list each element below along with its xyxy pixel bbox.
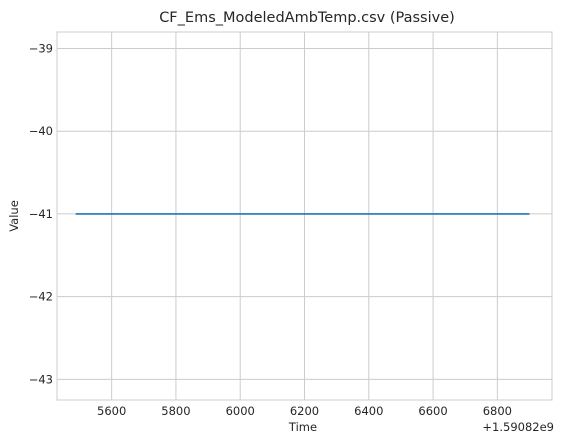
x-axis-label: Time [288, 420, 317, 434]
ticks-layer: 5600 5800 6000 6200 6400 6600 6800 −39 −40 −41 −42… [29, 42, 512, 418]
y-tick-label: −42 [29, 290, 53, 304]
y-tick-label: −39 [29, 42, 53, 56]
x-tick-label: 6200 [290, 404, 319, 418]
x-axis-offset-label: +1.59082e9 [482, 420, 554, 434]
x-tick-label: 5800 [161, 404, 190, 418]
x-tick-label: 6800 [483, 404, 512, 418]
x-tick-label: 5600 [97, 404, 126, 418]
x-tick-label: 6400 [354, 404, 383, 418]
plot-frame [56, 31, 553, 401]
y-tick-label: −40 [29, 124, 53, 138]
x-tick-label: 6600 [418, 404, 447, 418]
x-tick-label: 6000 [226, 404, 255, 418]
y-tick-label: −41 [29, 207, 53, 221]
y-axis-label: Value [7, 200, 21, 232]
chart-title: CF_Ems_ModeledAmbTemp.csv (Passive) [159, 10, 455, 26]
y-tick-label: −43 [29, 372, 53, 386]
grid-layer [57, 32, 552, 400]
